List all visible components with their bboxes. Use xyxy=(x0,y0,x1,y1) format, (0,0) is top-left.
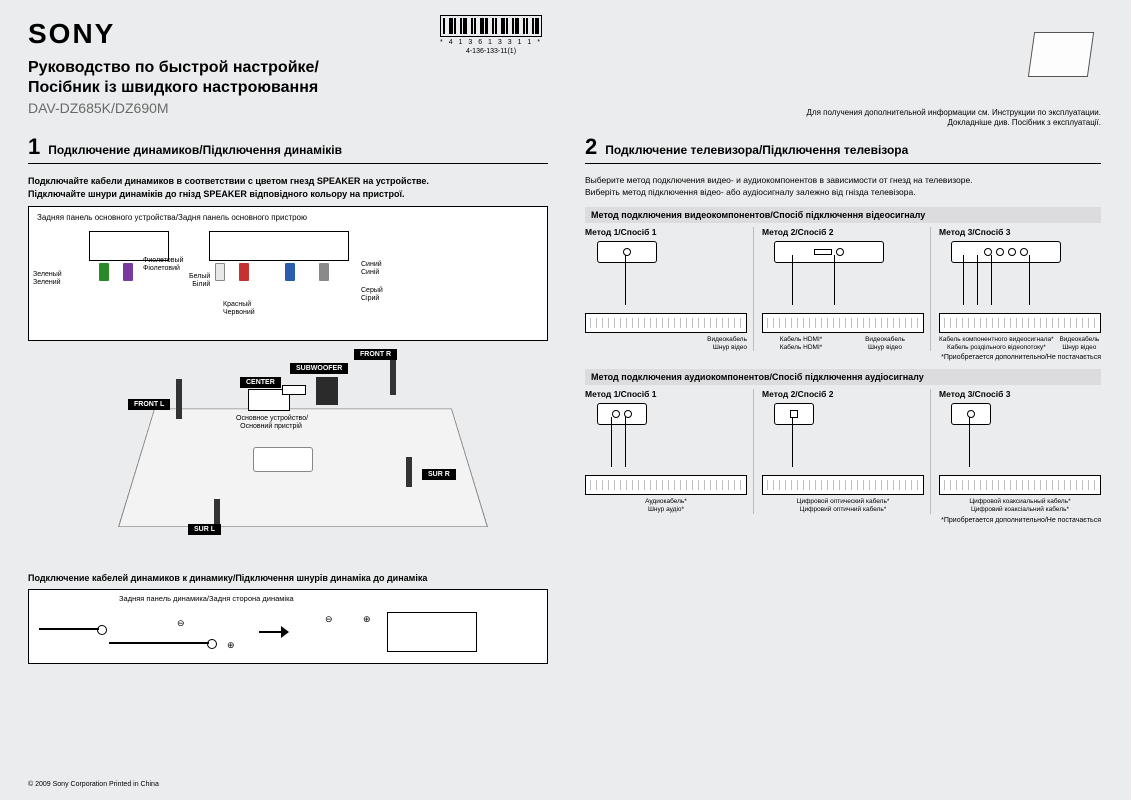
receiver-rear-icon-4 xyxy=(585,475,747,495)
model-number: DAV-DZ685K/DZ690M xyxy=(28,100,319,116)
video-method-3: Метод 3/Спосіб 3 Кабель компонентного ви… xyxy=(939,227,1101,352)
title-ru: Руководство по быстрой настройке/ xyxy=(28,58,319,78)
section-1-header: 1 Подключение динамиков/Підключення дина… xyxy=(28,134,548,164)
receiver-rear-icon-3 xyxy=(939,313,1101,333)
video-band: Метод подключения видеокомпонентов/Спосі… xyxy=(585,207,1101,223)
minus-sign: ⊖ xyxy=(177,618,185,629)
info-ru: Для получения дополнительной информации … xyxy=(807,108,1101,118)
color-white: Белый Білий xyxy=(189,273,210,288)
color-grey: Серый Сірий xyxy=(361,287,383,302)
tv-coax-icon xyxy=(951,403,991,425)
speaker-instr-ru: Подключайте кабели динамиков в соответст… xyxy=(28,175,548,188)
video-m3-title: Метод 3/Спосіб 3 xyxy=(939,227,1101,237)
audio-m3-title: Метод 3/Спосіб 3 xyxy=(939,389,1101,399)
speaker-cable-heading: Подключение кабелей динамиков к динамику… xyxy=(28,572,548,585)
audio-band: Метод подключения аудиокомпонентов/Спосі… xyxy=(585,369,1101,385)
plus-sign-2: ⊕ xyxy=(363,614,371,625)
column-speakers: Подключайте кабели динамиков в соответст… xyxy=(28,175,548,664)
receiver-rear-icon-6 xyxy=(939,475,1101,495)
tv-hdmi-video-icon xyxy=(774,241,884,263)
speaker-terminal-diagram: Задняя панель динамика/Задня сторона дин… xyxy=(28,589,548,664)
tv-instr-ru: Выберите метод подключения видео- и ауди… xyxy=(585,175,1101,187)
video-m2-title: Метод 2/Спосіб 2 xyxy=(762,227,924,237)
cap-audio: Аудиокабель* Шнур аудіо* xyxy=(585,498,747,514)
audio-m2-title: Метод 2/Спосіб 2 xyxy=(762,389,924,399)
cap-video-2: Видеокабель Шнур відео xyxy=(846,336,924,352)
audio-note: *Приобретается дополнительно/Не постачає… xyxy=(585,517,1101,524)
audio-method-3: Метод 3/Спосіб 3 Цифровой коаксиальный к… xyxy=(939,389,1101,514)
title-uk: Посібник із швидкого настроювання xyxy=(28,78,319,98)
video-methods-row: Метод 1/Спосіб 1 Видеокабель Шнур відео … xyxy=(585,227,1101,352)
brand-logo: SONY xyxy=(28,18,115,50)
tv-optical-icon xyxy=(774,403,814,425)
center-speaker-icon xyxy=(282,385,306,395)
bare-wire-icon xyxy=(39,628,99,630)
section-2-number: 2 xyxy=(585,134,597,160)
title-block: Руководство по быстрой настройке/ Посібн… xyxy=(28,58,319,116)
audio-method-2: Метод 2/Спосіб 2 Цифровой оптический каб… xyxy=(762,389,931,514)
label-sur-l: SUR L xyxy=(188,524,221,535)
column-tv: Выберите метод подключения видео- и ауди… xyxy=(585,175,1101,524)
cap-video-1: Видеокабель Шнур відео xyxy=(585,336,747,352)
section-1-title: Подключение динамиков/Підключення динамі… xyxy=(48,143,342,157)
tv-audio-lr-icon xyxy=(597,403,647,425)
subwoofer-icon xyxy=(316,377,338,405)
speaker-front-l-icon xyxy=(176,379,182,419)
room-layout-diagram: FRONT L FRONT R CENTER SUBWOOFER SUR L S… xyxy=(28,349,548,564)
speaker-cable-section: Подключение кабелей динамиков к динамику… xyxy=(28,572,548,664)
info-note: Для получения дополнительной информации … xyxy=(807,108,1101,129)
receiver-rear-icon-5 xyxy=(762,475,924,495)
cap-coax: Цифровой коаксиальный кабель* Цифровий к… xyxy=(939,498,1101,514)
section-1-number: 1 xyxy=(28,134,40,160)
info-uk: Докладніше див. Посібник з експлуатації. xyxy=(807,118,1101,128)
color-purple: Фиолетовый Фіолетовий xyxy=(143,257,183,272)
cap-video-3: Видеокабель Шнур відео xyxy=(1058,336,1101,352)
wire-with-tube-icon xyxy=(109,642,209,644)
color-blue: Синий Синій xyxy=(361,261,382,276)
speaker-sur-r-icon xyxy=(406,457,412,487)
label-front-r: FRONT R xyxy=(354,349,397,360)
audio-methods-row: Метод 1/Спосіб 1 Аудиокабель* Шнур аудіо… xyxy=(585,389,1101,514)
terminal-block-icon xyxy=(387,612,477,652)
barcode-icon xyxy=(440,15,542,37)
audio-m1-title: Метод 1/Спосіб 1 xyxy=(585,389,747,399)
receiver-rear-icon xyxy=(585,313,747,333)
audio-method-1: Метод 1/Спосіб 1 Аудиокабель* Шнур аудіо… xyxy=(585,389,754,514)
speaker-front-r-icon xyxy=(390,355,396,395)
copyright-footer: © 2009 Sony Corporation Printed in China xyxy=(28,781,159,788)
tv-component-icon xyxy=(951,241,1061,263)
section-2-title: Подключение телевизора/Підключення телев… xyxy=(605,143,908,157)
video-method-2: Метод 2/Спосіб 2 Кабель HDMI* Кабель HDM… xyxy=(762,227,931,352)
speaker-terminal-caption: Задняя панель динамика/Задня сторона дин… xyxy=(29,590,547,603)
label-subwoofer: SUBWOOFER xyxy=(290,363,348,374)
section-2-header: 2 Подключение телевизора/Підключення тел… xyxy=(585,134,1101,164)
barcode-ref: 4-136-133-11(1) xyxy=(440,48,542,55)
manual-booklet-icon xyxy=(1028,32,1094,77)
speaker-instr-uk: Підключайте шнури динаміків до гнізд SPE… xyxy=(28,188,548,201)
cap-component: Кабель компонентного видеосигнала* Кабел… xyxy=(939,336,1054,352)
tv-video-in-icon xyxy=(597,241,657,263)
color-green: Зеленый Зелений xyxy=(33,271,62,286)
tv-instr-uk: Виберіть метод підключення відео- або ау… xyxy=(585,187,1101,199)
barcode-digits: * 4 1 3 6 1 3 3 1 1 * xyxy=(440,39,542,46)
label-sur-r: SUR R xyxy=(422,469,456,480)
receiver-rear-icon-2 xyxy=(762,313,924,333)
label-front-l: FRONT L xyxy=(128,399,170,410)
rear-panel-diagram: Задняя панель основного устройства/Задня… xyxy=(28,206,548,341)
main-unit-caption: Основное устройство/ Основний пристрій xyxy=(236,415,306,430)
barcode-block: * 4 1 3 6 1 3 3 1 1 * 4-136-133-11(1) xyxy=(440,15,542,55)
cap-optical: Цифровой оптический кабель* Цифровий опт… xyxy=(762,498,924,514)
video-note: *Приобретается дополнительно/Не постачає… xyxy=(585,354,1101,361)
cap-hdmi: Кабель HDMI* Кабель HDMI* xyxy=(762,336,840,352)
label-center: CENTER xyxy=(240,377,281,388)
plus-sign: ⊕ xyxy=(227,640,235,651)
color-red: Красный Червоний xyxy=(223,301,255,316)
sofa-icon xyxy=(253,447,313,472)
video-m1-title: Метод 1/Спосіб 1 xyxy=(585,227,747,237)
video-method-1: Метод 1/Спосіб 1 Видеокабель Шнур відео xyxy=(585,227,754,352)
arrow-icon xyxy=(259,626,289,638)
rear-panel-caption: Задняя панель основного устройства/Задня… xyxy=(37,213,539,222)
minus-sign-2: ⊖ xyxy=(325,614,333,625)
